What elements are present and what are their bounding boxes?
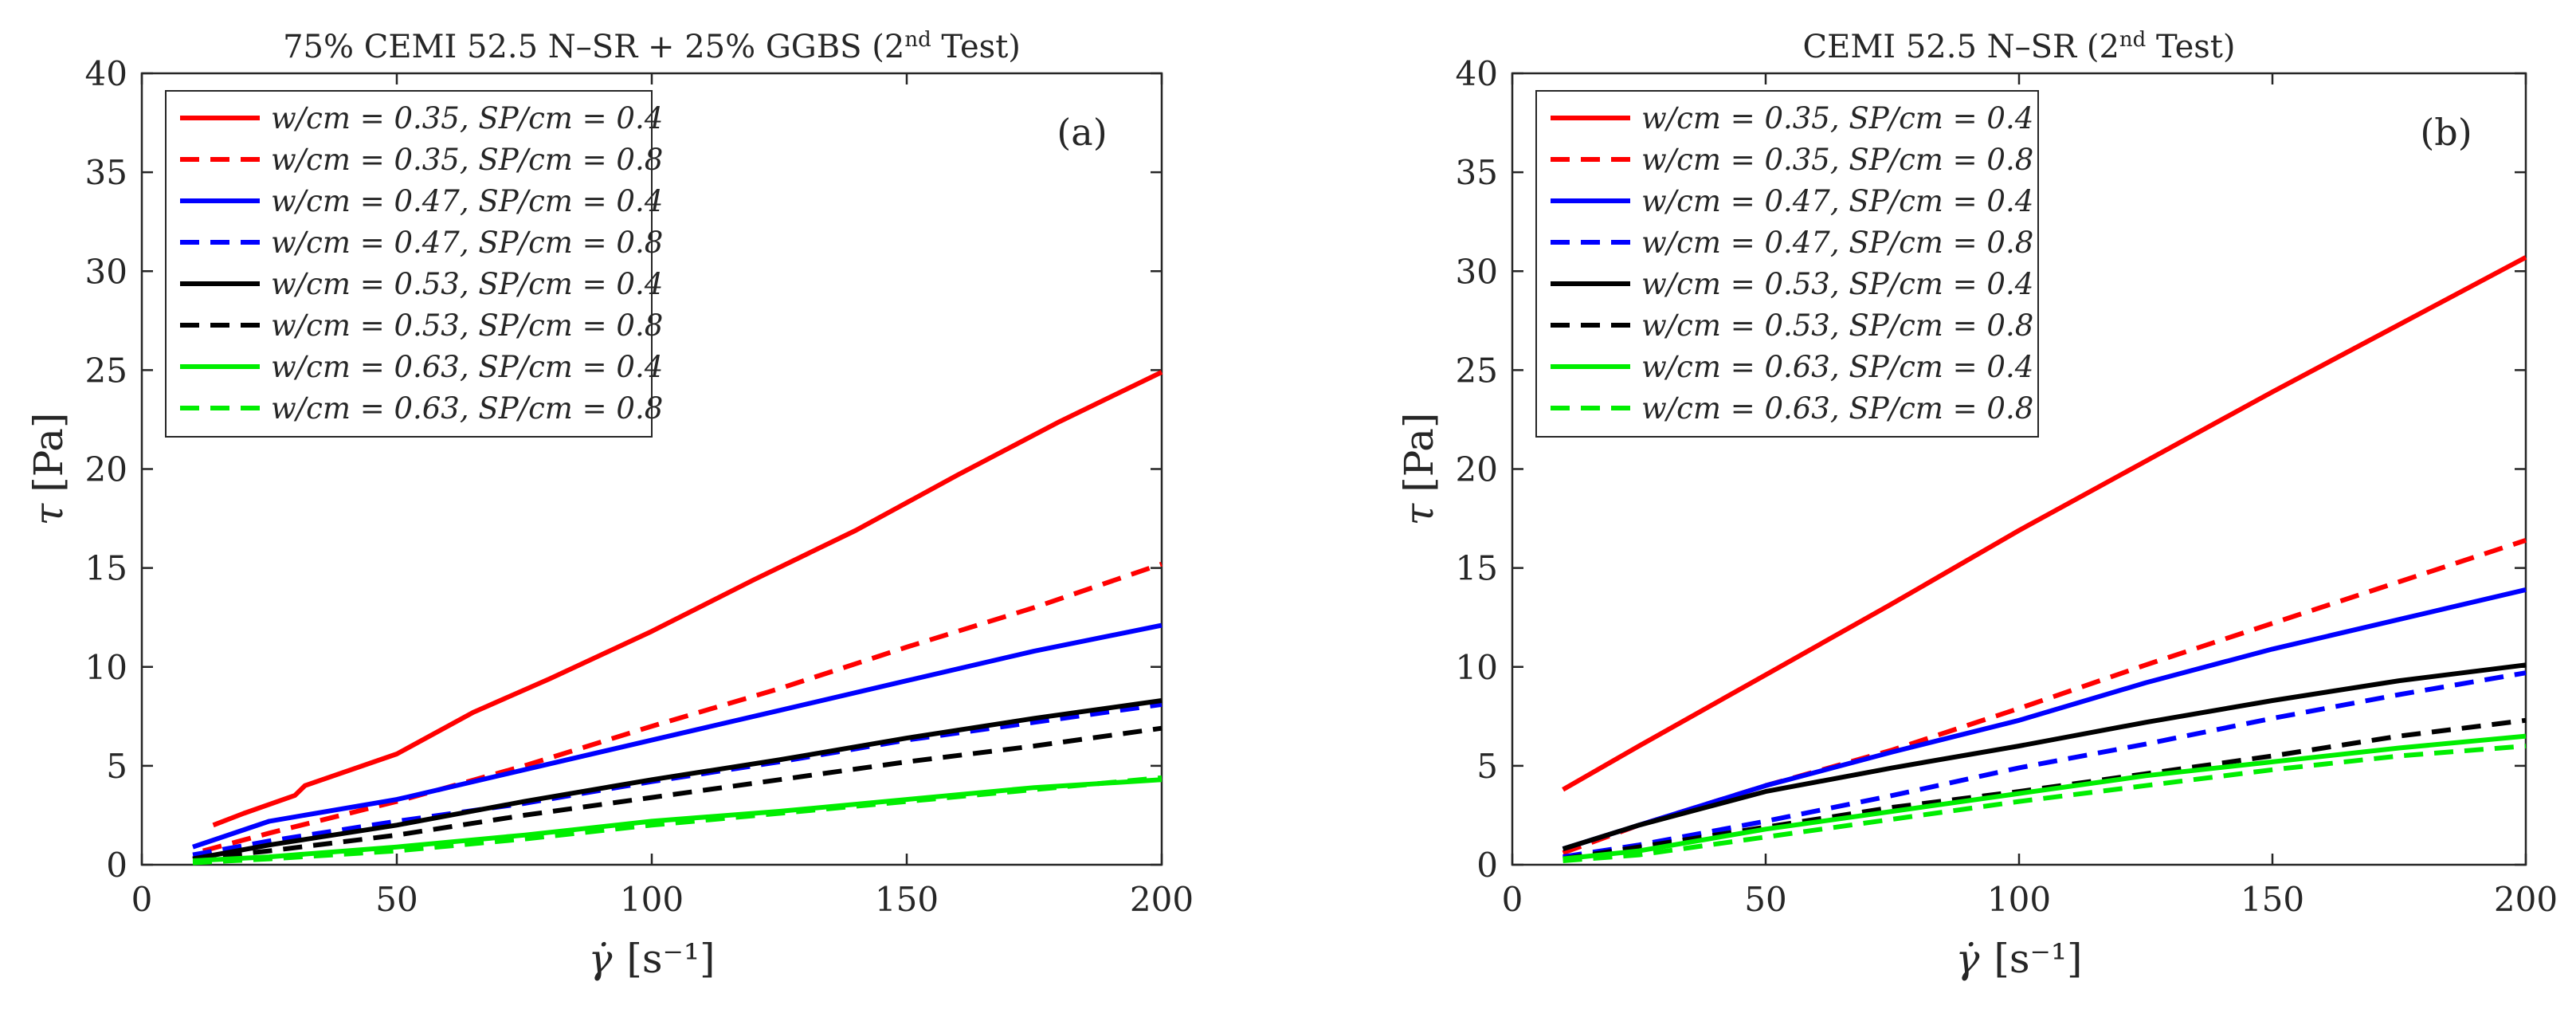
legend-entry-label: w/cm = 0.35, SP/cm = 0.8 bbox=[1641, 143, 2033, 177]
chart-title-superscript: nd bbox=[904, 28, 931, 52]
series-line-8 bbox=[192, 775, 1163, 866]
x-axis-label-symbol: γ̇ bbox=[589, 936, 613, 982]
y-axis-label-unit: [Pa] bbox=[1396, 413, 1442, 493]
y-tick-label: 5 bbox=[1476, 747, 1498, 786]
legend-entry-label: w/cm = 0.53, SP/cm = 0.4 bbox=[271, 267, 663, 301]
y-tick-label: 20 bbox=[1456, 450, 1498, 489]
x-axis-label-unit: [s⁻¹] bbox=[1994, 936, 2082, 982]
legend-entry-label: w/cm = 0.35, SP/cm = 0.8 bbox=[271, 143, 663, 177]
chart-title-suffix: Test) bbox=[931, 29, 1021, 65]
legend-entry-label: w/cm = 0.53, SP/cm = 0.8 bbox=[271, 308, 663, 343]
y-tick-label: 25 bbox=[85, 351, 127, 390]
x-axis-label-symbol: γ̇ bbox=[1956, 936, 1980, 982]
x-tick-label: 100 bbox=[620, 880, 684, 919]
panel-label: (b) bbox=[2420, 111, 2472, 154]
chart-panel-a: 0 50 100 150 200 0 5 10 15 20 25 30 35 40 75% CEMI 52.… bbox=[25, 28, 1194, 982]
x-axis-label: γ̇ [s⁻¹] bbox=[589, 936, 716, 982]
series-line-7 bbox=[1562, 733, 2527, 862]
y-axis-label-symbol: τ bbox=[1396, 502, 1442, 525]
x-tick-label: 150 bbox=[2241, 880, 2304, 919]
y-tick-label: 40 bbox=[1456, 54, 1498, 93]
y-axis-label: τ [Pa] bbox=[1396, 413, 1442, 526]
y-axis-label: τ [Pa] bbox=[25, 413, 72, 526]
chart-title-suffix: Test) bbox=[2146, 29, 2235, 65]
legend-entry-label: w/cm = 0.47, SP/cm = 0.4 bbox=[271, 184, 663, 218]
series-line-2 bbox=[202, 561, 1163, 854]
series-line-3 bbox=[192, 622, 1163, 850]
y-tick-label: 20 bbox=[85, 450, 127, 489]
x-tick-label: 150 bbox=[875, 880, 939, 919]
chart-panel-b: 0 50 100 150 200 0 5 10 15 20 25 30 35 40 CEMI 52.5 N–… bbox=[1396, 28, 2558, 982]
y-tick-label: 25 bbox=[1456, 351, 1498, 390]
legend-entry-label: w/cm = 0.47, SP/cm = 0.8 bbox=[1641, 226, 2033, 260]
y-tick-label: 0 bbox=[1476, 846, 1498, 885]
x-tick-label: 0 bbox=[131, 880, 153, 919]
y-tick-label: 15 bbox=[1456, 549, 1498, 588]
y-tick-label: 0 bbox=[106, 846, 127, 885]
series-line-8 bbox=[1562, 744, 2527, 863]
legend-box bbox=[1535, 90, 2039, 438]
x-tick-label: 200 bbox=[2494, 880, 2558, 919]
y-axis-label-symbol: τ bbox=[25, 502, 72, 525]
series-line-6 bbox=[192, 725, 1163, 862]
legend-entry-label: w/cm = 0.47, SP/cm = 0.8 bbox=[271, 226, 663, 260]
series-line-1 bbox=[212, 370, 1163, 828]
y-tick-label: 10 bbox=[1456, 648, 1498, 687]
legend-entry-label: w/cm = 0.63, SP/cm = 0.4 bbox=[1641, 350, 2033, 384]
legend-entry-label: w/cm = 0.53, SP/cm = 0.4 bbox=[1641, 267, 2033, 301]
y-tick-label: 10 bbox=[85, 648, 127, 687]
x-tick-label: 100 bbox=[1987, 880, 2051, 919]
y-tick-label: 15 bbox=[85, 549, 127, 588]
y-tick-label: 35 bbox=[85, 153, 127, 192]
chart-title: 75% CEMI 52.5 N–SR + 25% GGBS (2nd Test) bbox=[283, 28, 1021, 65]
y-axis-label-unit: [Pa] bbox=[25, 413, 72, 493]
legend-entry-label: w/cm = 0.53, SP/cm = 0.8 bbox=[1641, 308, 2033, 343]
legend-box bbox=[165, 90, 653, 438]
legend-entry-label: w/cm = 0.63, SP/cm = 0.8 bbox=[1641, 391, 2033, 426]
y-tick-label: 40 bbox=[85, 54, 127, 93]
chart-title-superscript: nd bbox=[2119, 28, 2146, 52]
legend-entry-label: w/cm = 0.35, SP/cm = 0.4 bbox=[271, 101, 663, 135]
y-tick-label: 35 bbox=[1456, 153, 1498, 192]
x-axis-label: γ̇ [s⁻¹] bbox=[1956, 936, 2083, 982]
x-tick-label: 0 bbox=[1502, 880, 1523, 919]
legend-entry-label: w/cm = 0.47, SP/cm = 0.4 bbox=[1641, 184, 2033, 218]
x-tick-label: 50 bbox=[1744, 880, 1786, 919]
chart-title-main: CEMI 52.5 N–SR (2 bbox=[1803, 29, 2119, 65]
series-line-5 bbox=[192, 698, 1163, 862]
y-tick-label: 30 bbox=[85, 252, 127, 291]
y-tick-label: 30 bbox=[1456, 252, 1498, 291]
series-line-5 bbox=[1562, 662, 2527, 851]
chart-title: CEMI 52.5 N–SR (2nd Test) bbox=[1803, 28, 2236, 65]
chart-title-main: 75% CEMI 52.5 N–SR + 25% GGBS (2 bbox=[283, 29, 904, 65]
x-tick-label: 200 bbox=[1130, 880, 1194, 919]
legend-entry-label: w/cm = 0.63, SP/cm = 0.4 bbox=[271, 350, 663, 384]
series-line-4 bbox=[1562, 670, 2527, 860]
legend-entry-label: w/cm = 0.35, SP/cm = 0.4 bbox=[1641, 101, 2033, 135]
legend-entry-label: w/cm = 0.63, SP/cm = 0.8 bbox=[271, 391, 663, 426]
panel-label: (a) bbox=[1057, 111, 1107, 154]
x-tick-label: 50 bbox=[375, 880, 418, 919]
x-axis-label-unit: [s⁻¹] bbox=[626, 936, 715, 982]
series-line-1 bbox=[1562, 255, 2527, 792]
y-tick-label: 5 bbox=[106, 747, 127, 786]
